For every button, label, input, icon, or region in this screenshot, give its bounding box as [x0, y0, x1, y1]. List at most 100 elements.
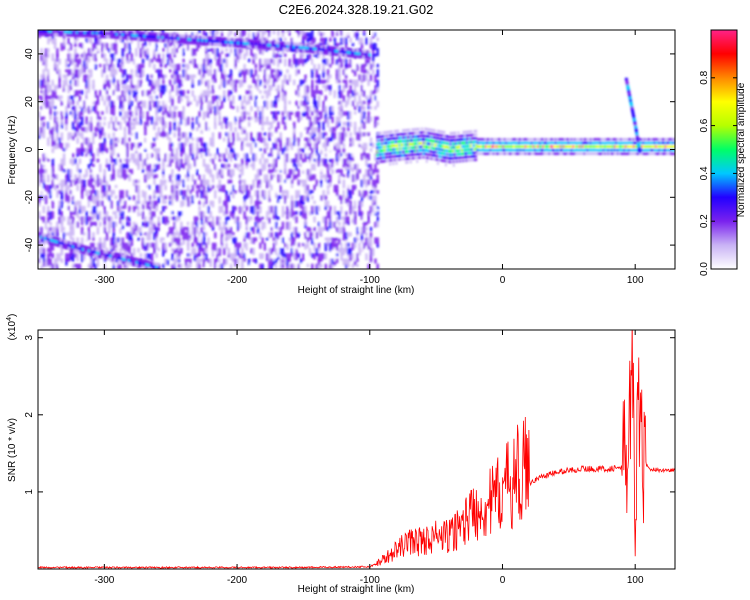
heat-cell [155, 265, 158, 269]
heat-cell [171, 169, 174, 178]
heat-cell [314, 47, 318, 51]
heat-cell [71, 195, 75, 201]
heat-cell [148, 116, 152, 121]
heat-cell [274, 47, 278, 51]
heat-cell [280, 47, 284, 51]
heat-cell [338, 153, 341, 161]
heat-cell [379, 131, 382, 135]
heat-cell [274, 41, 278, 45]
heat-cell [320, 37, 323, 42]
heat-cell [452, 156, 455, 160]
heat-cell [137, 237, 140, 241]
heat-cell [449, 160, 452, 164]
heat-cell [113, 32, 117, 36]
heat-cell [286, 69, 289, 74]
heat-cell [241, 69, 244, 75]
heat-cell [414, 128, 417, 131]
heat-cell [83, 106, 86, 113]
heat-cell [135, 257, 138, 262]
heat-cell [435, 136, 438, 140]
heat-cell [74, 53, 77, 63]
heat-cell [456, 153, 459, 156]
heat-cell [440, 152, 443, 155]
heat-cell [354, 48, 357, 52]
heat-cell [125, 42, 129, 49]
heat-cell [416, 127, 419, 131]
heat-cell [221, 37, 224, 41]
heat-cell [162, 116, 165, 126]
heat-cell [186, 190, 190, 197]
heat-cell [71, 74, 75, 80]
heat-cell [101, 30, 105, 33]
heat-cell [317, 226, 321, 236]
heat-cell [77, 247, 81, 251]
heat-cell [290, 95, 294, 100]
heat-cell [71, 174, 75, 178]
heat-cell [103, 63, 107, 73]
heat-cell [81, 34, 85, 38]
heat-cell [360, 42, 364, 50]
heat-cell [295, 158, 298, 163]
heat-cell [261, 30, 264, 35]
heat-cell [243, 127, 246, 134]
heat-cell [270, 79, 273, 84]
heat-cell [200, 211, 204, 220]
heat-cell [356, 195, 359, 205]
heat-cell [338, 106, 341, 111]
heat-cell [234, 116, 237, 122]
heat-cell [164, 232, 167, 236]
heat-cell [247, 84, 251, 90]
heat-cell [175, 158, 179, 165]
heat-cell [43, 32, 47, 36]
heat-cell [40, 95, 43, 103]
heat-cell [146, 205, 149, 214]
heat-cell [153, 262, 156, 266]
heat-cell [149, 38, 152, 42]
heat-cell [96, 242, 100, 250]
heat-cell [263, 158, 267, 164]
heat-cell [338, 221, 341, 226]
heat-cell [408, 139, 411, 142]
heat-cell [57, 30, 61, 34]
heat-cell [220, 42, 224, 52]
heat-cell [98, 211, 102, 220]
heat-cell [193, 48, 197, 56]
heat-cell [71, 33, 75, 37]
heat-cell [209, 258, 213, 268]
heat-cell [308, 190, 312, 195]
spectrogram-upper-arc [38, 30, 371, 60]
heat-cell [94, 48, 98, 53]
heat-cell [130, 237, 134, 247]
heat-cell [149, 261, 152, 265]
heat-cell [236, 111, 240, 119]
heat-cell [333, 258, 337, 266]
heat-cell [274, 44, 278, 48]
heat-cell [115, 35, 119, 39]
heat-cell [91, 34, 95, 38]
heat-cell [135, 116, 138, 125]
heat-cell [272, 184, 276, 190]
heat-cell [358, 58, 361, 65]
heat-cell [243, 137, 246, 141]
heat-cell [265, 53, 269, 57]
heat-cell [77, 244, 81, 248]
heat-cell [258, 43, 262, 47]
heat-cell [351, 32, 355, 38]
heat-cell [349, 79, 352, 84]
heat-cell [234, 242, 237, 248]
heat-cell [44, 69, 48, 76]
heat-cell [367, 195, 370, 200]
heat-cell [245, 48, 249, 57]
heat-cell [87, 137, 91, 146]
heat-cell [62, 79, 66, 89]
heat-cell [49, 32, 53, 37]
heat-cell [85, 53, 88, 61]
heat-cell [406, 153, 409, 157]
heat-cell [127, 30, 130, 34]
heat-cell [310, 158, 314, 164]
heat-cell [408, 146, 411, 150]
heat-cell [225, 216, 228, 225]
heat-cell [107, 95, 111, 101]
heat-cell [43, 233, 47, 238]
heat-cell [353, 184, 357, 191]
